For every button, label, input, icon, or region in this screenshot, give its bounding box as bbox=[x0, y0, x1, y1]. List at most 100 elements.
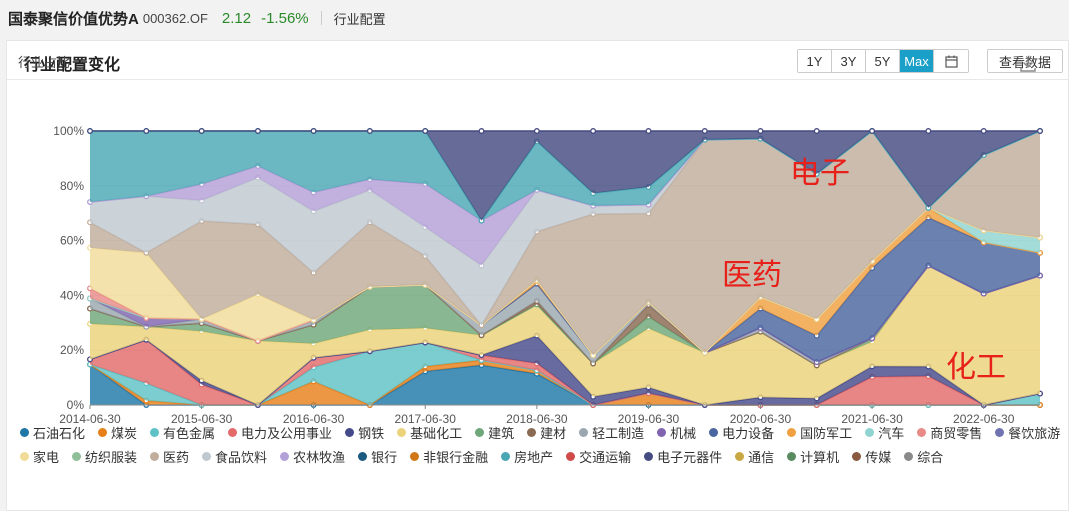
legend-label: 电力设备 bbox=[722, 425, 775, 441]
legend-label: 交通运输 bbox=[579, 449, 632, 465]
area-18[interactable] bbox=[90, 131, 1040, 356]
area-23[interactable] bbox=[90, 131, 1040, 221]
legend-label: 钢铁 bbox=[358, 425, 385, 441]
legend-item[interactable]: 商贸零售 bbox=[917, 423, 982, 442]
legend-item[interactable]: 农林牧渔 bbox=[280, 447, 345, 466]
legend-item[interactable]: 房地产 bbox=[501, 447, 553, 466]
legend-label: 房地产 bbox=[514, 449, 554, 465]
legend-item[interactable]: 电力及公用事业 bbox=[228, 423, 332, 442]
legend-label: 基础化工 bbox=[410, 425, 463, 441]
legend-item[interactable]: 综合 bbox=[904, 447, 943, 466]
legend-item[interactable]: 食品饮料 bbox=[202, 447, 267, 466]
legend-item[interactable]: 钢铁 bbox=[345, 423, 384, 442]
divider bbox=[7, 79, 1069, 80]
legend-item[interactable]: 计算机 bbox=[787, 447, 839, 466]
data-point[interactable] bbox=[701, 128, 708, 134]
data-point[interactable] bbox=[366, 128, 373, 134]
range-1y-button[interactable]: 1Y bbox=[798, 50, 832, 72]
x-tick-label: 2019-06-30 bbox=[618, 412, 680, 426]
legend-swatch bbox=[72, 451, 82, 461]
data-point[interactable] bbox=[533, 128, 540, 134]
data-point[interactable] bbox=[645, 128, 652, 134]
view-data-button[interactable]: 查看数据 bbox=[987, 49, 1063, 73]
legend-item[interactable]: 家电 bbox=[20, 447, 59, 466]
legend-item[interactable]: 纺织服装 bbox=[72, 447, 137, 466]
legend-item[interactable]: 建材 bbox=[527, 423, 566, 442]
legend-item[interactable]: 交通运输 bbox=[566, 447, 631, 466]
legend-item[interactable]: 电子元器件 bbox=[644, 447, 722, 466]
data-point[interactable] bbox=[813, 128, 820, 134]
legend-item[interactable]: 石油石化 bbox=[20, 423, 85, 442]
divider bbox=[320, 11, 322, 25]
legend-swatch bbox=[709, 427, 719, 437]
legend-swatch bbox=[397, 427, 407, 437]
legend-item[interactable]: 通信 bbox=[735, 447, 774, 466]
x-tick-label: 2022-06-30 bbox=[953, 412, 1015, 426]
data-point[interactable] bbox=[310, 128, 317, 134]
data-point[interactable] bbox=[869, 128, 876, 134]
legend-label: 国防军工 bbox=[800, 425, 853, 441]
legend-swatch bbox=[501, 451, 511, 461]
data-point[interactable] bbox=[422, 128, 429, 134]
area-1[interactable] bbox=[90, 364, 1040, 405]
legend-swatch bbox=[527, 427, 537, 437]
data-point[interactable] bbox=[198, 128, 205, 134]
area-4[interactable] bbox=[90, 339, 1040, 405]
area-25[interactable] bbox=[90, 131, 1040, 221]
legend-item[interactable]: 轻工制造 bbox=[579, 423, 644, 442]
legend-item[interactable]: 医药 bbox=[150, 447, 189, 466]
data-point[interactable] bbox=[254, 128, 261, 134]
legend-item[interactable]: 电力设备 bbox=[709, 423, 774, 442]
area-2[interactable] bbox=[90, 360, 1040, 405]
range-3y-button[interactable]: 3Y bbox=[832, 50, 866, 72]
area-6[interactable] bbox=[90, 265, 1040, 405]
legend-item[interactable]: 非银行金融 bbox=[410, 447, 488, 466]
legend-item[interactable]: 汽车 bbox=[865, 423, 904, 442]
area-5[interactable] bbox=[90, 335, 1040, 405]
legend-item[interactable]: 餐饮旅游 bbox=[995, 423, 1060, 442]
legend-label: 银行 bbox=[371, 449, 398, 465]
legend-label: 通信 bbox=[748, 449, 775, 465]
annotation-chemicals: 化工 bbox=[946, 350, 1006, 385]
legend-item[interactable]: 有色金属 bbox=[150, 423, 215, 442]
legend-item[interactable]: 建筑 bbox=[475, 423, 514, 442]
legend-label: 汽车 bbox=[878, 425, 905, 441]
y-axis-title: 行业占比 bbox=[18, 55, 71, 70]
legend-label: 食品饮料 bbox=[215, 449, 268, 465]
area-19[interactable] bbox=[90, 131, 1040, 326]
legend-swatch bbox=[904, 451, 914, 461]
range-max-button[interactable]: Max bbox=[900, 50, 934, 72]
legend-item[interactable]: 国防军工 bbox=[787, 423, 852, 442]
legend-label: 农林牧渔 bbox=[293, 449, 346, 465]
legend-item[interactable]: 传媒 bbox=[852, 447, 891, 466]
download-icon[interactable] bbox=[1018, 54, 1038, 74]
legend-swatch bbox=[410, 451, 420, 461]
legend-label: 餐饮旅游 bbox=[1008, 425, 1061, 441]
legend-label: 医药 bbox=[163, 449, 190, 465]
data-point[interactable] bbox=[143, 128, 150, 134]
legend-swatch bbox=[657, 427, 667, 437]
data-point[interactable] bbox=[757, 128, 764, 134]
section-label: 行业配置 bbox=[333, 11, 386, 27]
data-point[interactable] bbox=[590, 128, 597, 134]
x-tick-label: 2021-06-30 bbox=[841, 412, 903, 426]
data-point[interactable] bbox=[87, 128, 93, 134]
fund-change: -1.56% bbox=[261, 9, 309, 27]
legend-item[interactable]: 基础化工 bbox=[397, 423, 462, 442]
legend-swatch bbox=[20, 451, 29, 461]
range-5y-button[interactable]: 5Y bbox=[866, 50, 900, 72]
data-point[interactable] bbox=[925, 128, 932, 134]
area-12[interactable] bbox=[90, 207, 1040, 356]
data-point[interactable] bbox=[1037, 128, 1043, 134]
legend-item[interactable]: 煤炭 bbox=[98, 423, 137, 442]
data-point[interactable] bbox=[980, 128, 987, 134]
legend-swatch bbox=[345, 427, 355, 437]
legend-swatch bbox=[150, 427, 160, 437]
legend-item[interactable]: 机械 bbox=[657, 423, 696, 442]
fund-header: 国泰聚信价值优势A 000362.OF 2.12 -1.56% 行业配置 bbox=[0, 0, 1069, 36]
calendar-button[interactable] bbox=[934, 50, 968, 72]
area-11[interactable] bbox=[90, 217, 1040, 363]
legend-swatch bbox=[787, 427, 797, 437]
legend-item[interactable]: 银行 bbox=[358, 447, 397, 466]
data-point[interactable] bbox=[478, 128, 485, 134]
